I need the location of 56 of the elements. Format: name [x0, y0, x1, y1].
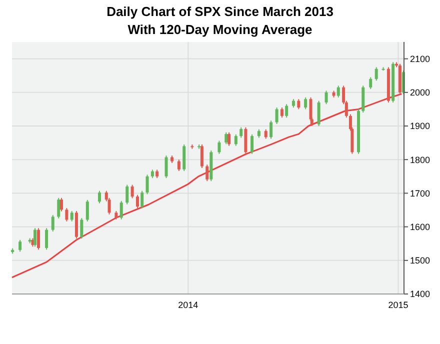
candlestick — [250, 134, 254, 154]
y-tick-label: 2100 — [410, 54, 430, 64]
candlestick — [98, 190, 101, 204]
candlestick — [270, 120, 273, 140]
candlestick — [240, 126, 243, 138]
candlestick — [65, 207, 68, 222]
candlestick — [45, 228, 48, 250]
candlestick — [200, 144, 204, 168]
x-tick-label: 2015 — [388, 300, 408, 310]
candlestick — [60, 197, 64, 212]
y-tick-label: 1600 — [410, 222, 430, 232]
candlestick — [140, 190, 144, 209]
candlestick — [224, 132, 228, 145]
candlestick — [374, 66, 378, 82]
candlestick — [206, 164, 209, 182]
candlestick — [70, 210, 74, 222]
candlestick — [244, 126, 248, 154]
candlestick — [130, 184, 134, 199]
candlestick — [228, 132, 231, 146]
chart-subtitle: With 120-Day Moving Average — [128, 22, 312, 37]
candlestick — [18, 239, 22, 252]
candlestick — [336, 85, 340, 98]
candlestick — [317, 100, 320, 126]
candlestick — [304, 96, 308, 110]
candlestick — [86, 199, 89, 222]
x-tick-label: 2014 — [178, 300, 198, 310]
candlestick — [34, 228, 37, 248]
candlestick — [285, 104, 288, 118]
candlestick — [218, 140, 221, 154]
y-tick-label: 1700 — [410, 188, 430, 198]
candlestick — [80, 218, 84, 240]
candlestick — [164, 155, 168, 179]
candlestick — [324, 90, 328, 105]
candlestick — [275, 107, 278, 124]
y-tick-label: 1900 — [410, 121, 430, 132]
candlestick — [126, 184, 129, 205]
candlestick — [369, 76, 372, 90]
candlestick — [146, 174, 149, 195]
y-tick-label: 2000 — [410, 88, 430, 98]
candlestick — [234, 134, 238, 146]
candlestick — [264, 128, 268, 140]
line-series — [12, 93, 402, 278]
candlestick — [280, 107, 284, 118]
candlestick — [297, 98, 300, 110]
y-tick-label: 1800 — [410, 154, 430, 165]
candlestick — [120, 200, 123, 220]
candlestick — [136, 194, 139, 209]
candlestick — [57, 197, 60, 219]
chart-title: Daily Chart of SPX Since March 2013 — [106, 4, 334, 19]
candlestick — [177, 159, 180, 172]
candlestick — [36, 228, 40, 250]
y-tick-label: 1500 — [410, 256, 430, 266]
candlestick — [51, 214, 54, 232]
y-tick-label: 1400 — [410, 289, 430, 300]
candlestick — [362, 85, 365, 114]
candlestick — [182, 144, 186, 172]
